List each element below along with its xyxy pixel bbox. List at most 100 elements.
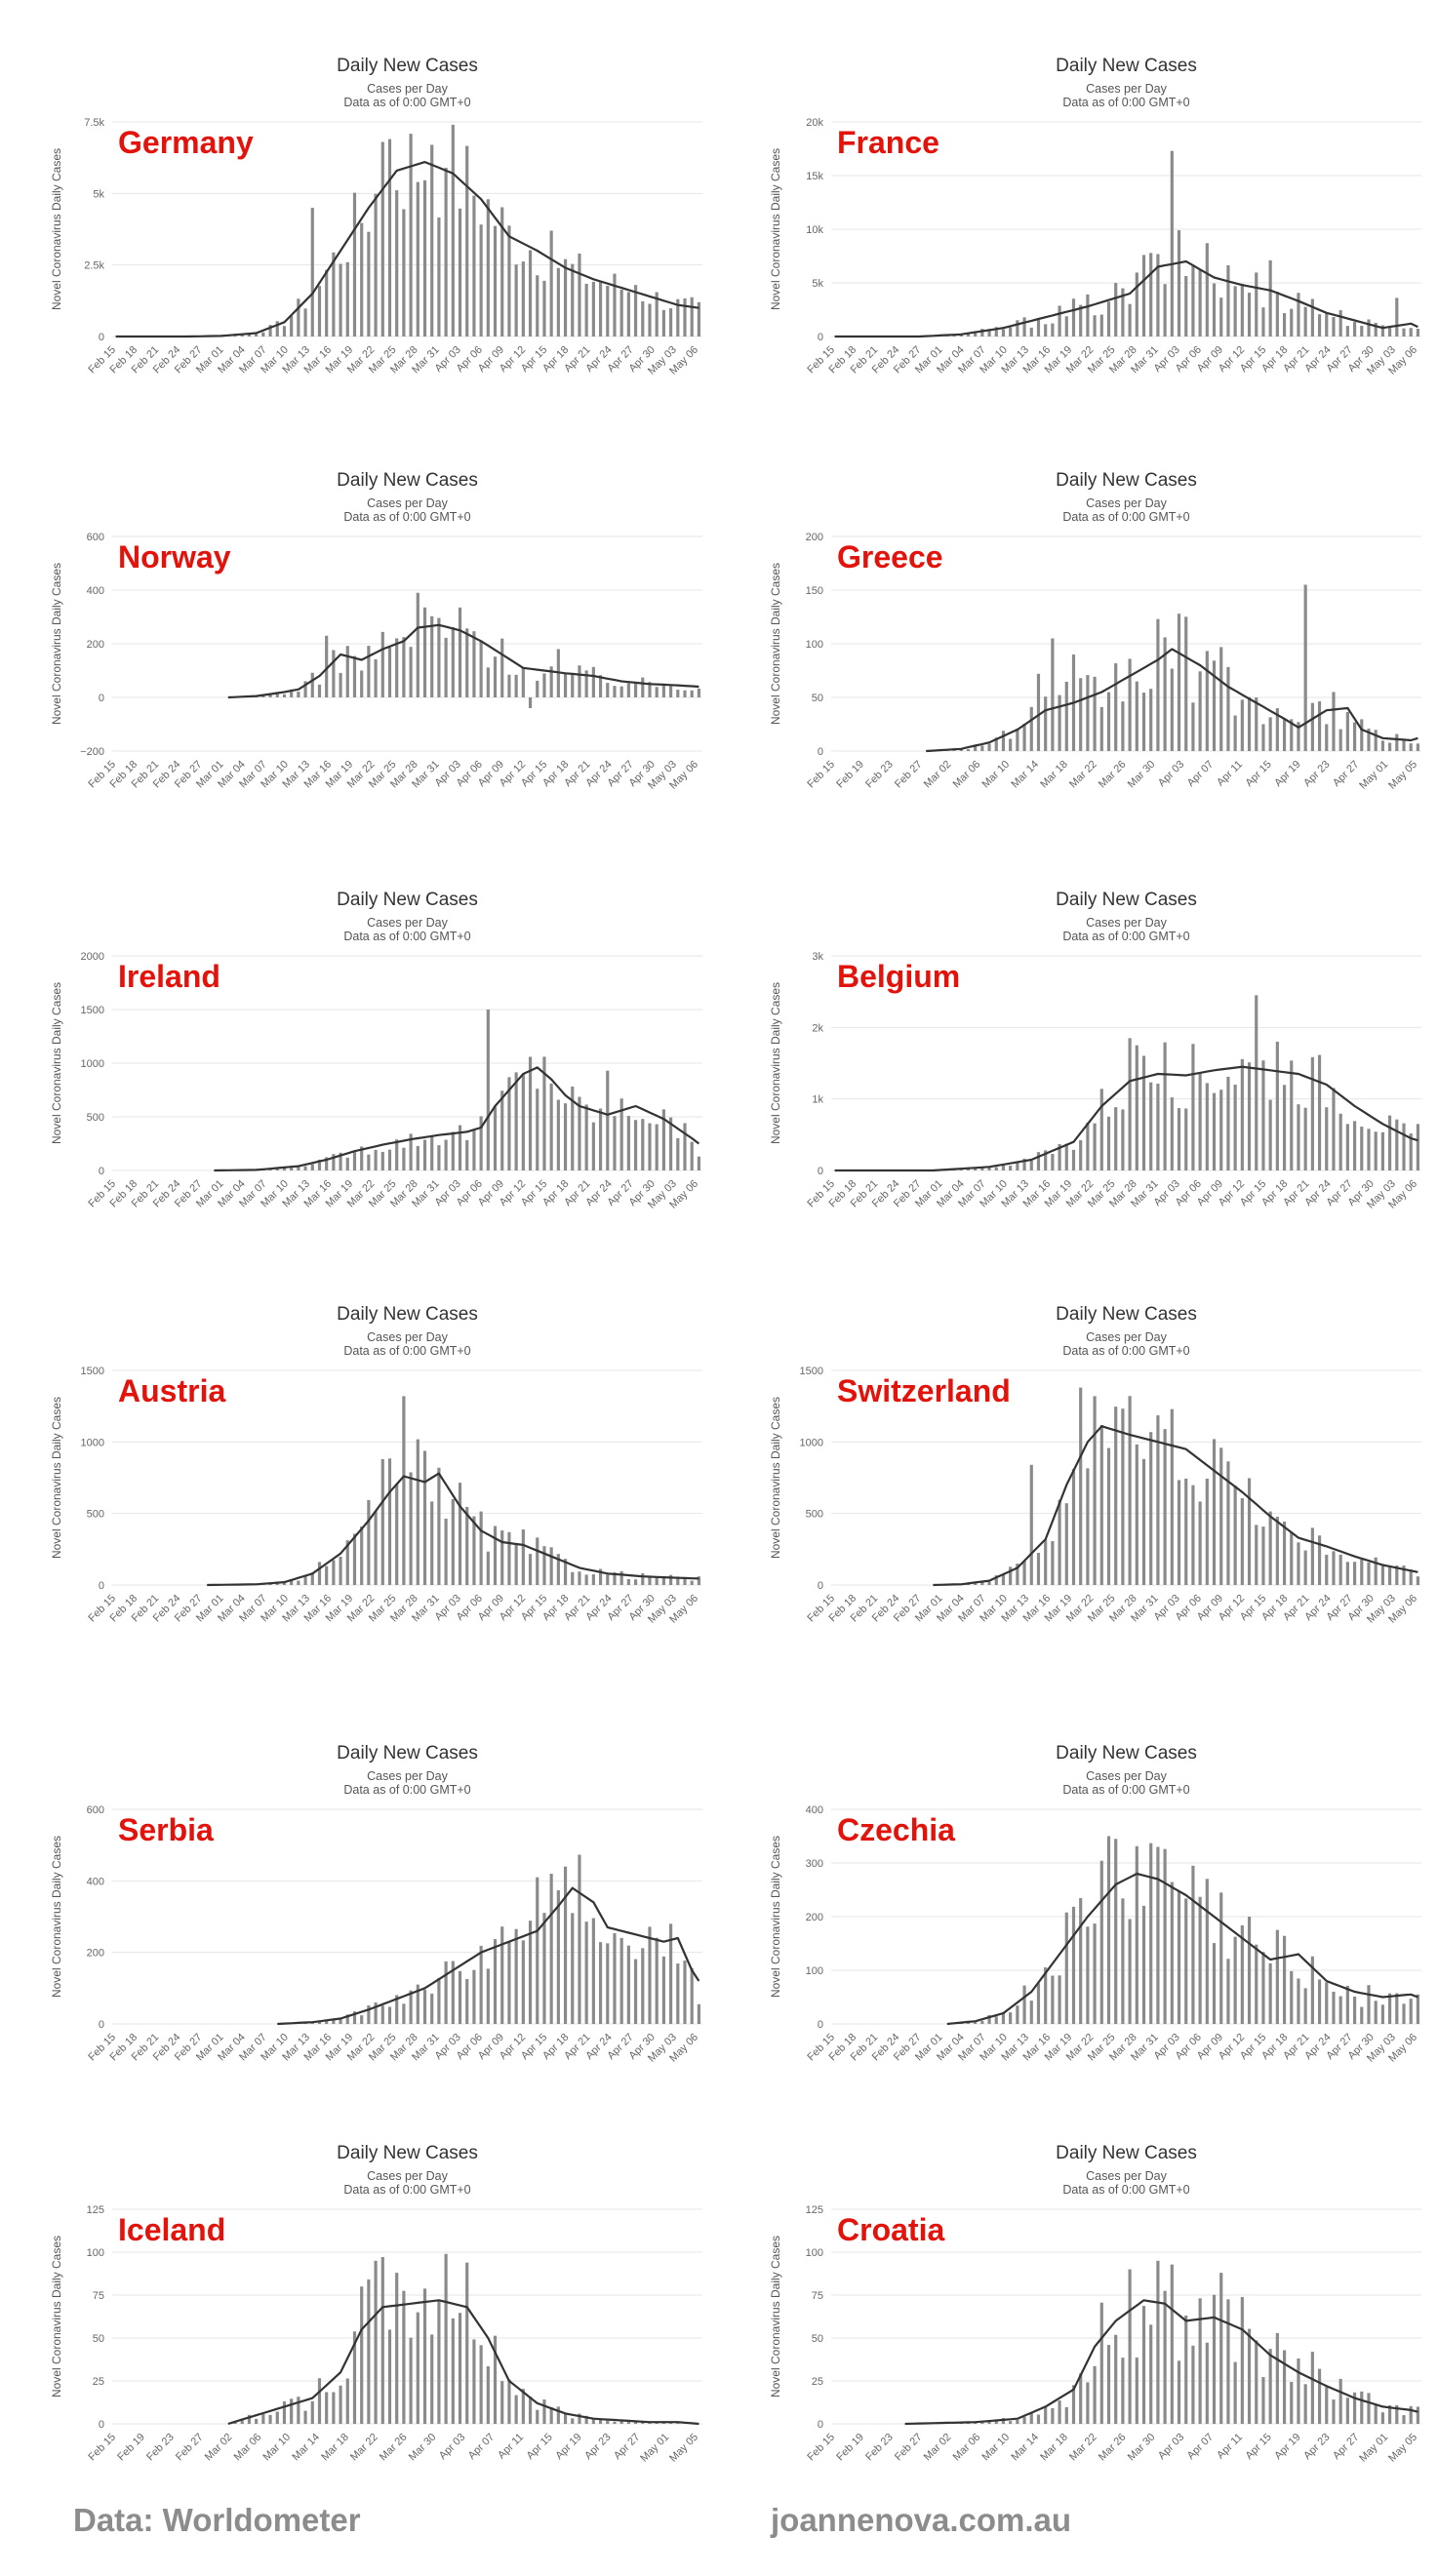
daily-case-bar [1086, 1926, 1090, 2024]
daily-case-bar [661, 1577, 665, 1585]
x-tick-label: Apr 03 [437, 2432, 467, 2462]
daily-case-bar [598, 1942, 603, 2024]
daily-case-bar [1099, 706, 1103, 751]
daily-case-bar [1177, 1480, 1181, 1585]
daily-case-bar [633, 2421, 638, 2424]
daily-case-bar [451, 1498, 455, 1585]
y-tick-label: 20k [806, 117, 823, 129]
daily-case-bar [1325, 1107, 1329, 1170]
daily-case-bar [1093, 2365, 1097, 2424]
daily-case-bar [437, 217, 441, 337]
daily-case-bar [1135, 1444, 1138, 1585]
daily-case-bar [1022, 1985, 1026, 2024]
daily-case-bar [360, 670, 364, 697]
x-tick-label: Apr 07 [1185, 2432, 1216, 2462]
chart-title: Daily New Cases [1056, 2143, 1197, 2163]
x-tick-label: Apr 19 [553, 2432, 583, 2462]
daily-case-bar [959, 749, 963, 751]
daily-case-bar [451, 124, 455, 337]
daily-case-bar [493, 225, 498, 337]
daily-case-bar [1093, 1396, 1097, 1585]
daily-case-bar [465, 1139, 469, 1170]
daily-case-bar [655, 1124, 659, 1170]
y-axis-label: Novel Coronavirus Daily Cases [769, 2236, 782, 2398]
daily-case-bar [1163, 637, 1167, 751]
daily-case-bar [1141, 1055, 1146, 1170]
daily-case-bar [1141, 693, 1146, 751]
daily-case-bar [1240, 699, 1244, 751]
daily-case-bar [493, 1106, 498, 1170]
x-tick-label: Feb 23 [144, 2432, 177, 2464]
daily-case-bar [959, 335, 963, 337]
y-tick-label: 0 [99, 2419, 104, 2431]
daily-case-bar [1086, 1122, 1090, 1170]
daily-case-bar [1303, 1988, 1307, 2024]
daily-case-bar [1212, 660, 1217, 751]
daily-case-bar [437, 617, 441, 697]
daily-case-bar [402, 2003, 406, 2024]
daily-case-bar [1212, 2294, 1217, 2424]
country-label: Croatia [837, 2212, 944, 2247]
daily-case-bar [536, 1089, 539, 1170]
daily-case-bar [1275, 1042, 1279, 1170]
daily-case-bar [486, 1551, 490, 1585]
daily-case-bar [626, 1945, 630, 2024]
daily-case-bar [1268, 717, 1272, 751]
daily-case-bar [1022, 2416, 1026, 2424]
daily-case-bar [641, 1572, 645, 1585]
daily-case-bar [317, 2378, 322, 2424]
daily-case-bar [1247, 1916, 1252, 2024]
daily-case-bar [661, 685, 665, 697]
daily-case-bar [514, 1072, 518, 1170]
x-tick-label: Apr 27 [612, 2432, 642, 2462]
daily-case-bar [1261, 724, 1265, 751]
daily-case-bar [1388, 326, 1392, 337]
daily-case-bar [974, 744, 978, 751]
daily-case-bar [458, 208, 462, 337]
daily-case-bar [669, 686, 673, 697]
daily-case-bar [352, 192, 357, 337]
daily-case-bar [994, 1575, 998, 1585]
daily-case-bar [395, 2273, 399, 2424]
daily-case-bar [1205, 2342, 1209, 2424]
daily-case-bar [669, 1574, 673, 1585]
daily-case-bar [974, 2422, 978, 2424]
daily-case-bar [1261, 2377, 1265, 2424]
x-tick-label: Mar 06 [232, 2432, 264, 2464]
daily-case-bar [613, 2421, 617, 2424]
y-tick-label: 0 [818, 746, 823, 758]
daily-case-bar [317, 286, 322, 337]
daily-case-bar [1290, 1970, 1294, 2024]
y-tick-label: 600 [87, 532, 104, 543]
daily-case-bar [1325, 313, 1329, 337]
daily-case-bar [486, 1968, 490, 2024]
country-label: Austria [118, 1373, 225, 1408]
daily-case-bar [1409, 1999, 1413, 2024]
daily-case-bar [556, 1890, 560, 2024]
daily-case-bar [641, 2421, 645, 2424]
moving-average-line [214, 1066, 700, 1172]
daily-case-bar [422, 1450, 427, 1585]
daily-case-bar [521, 1940, 525, 2024]
y-tick-label: 1000 [81, 1437, 104, 1448]
daily-case-bar [514, 674, 518, 697]
daily-case-bar [1261, 1952, 1265, 2024]
daily-case-bar [1191, 1485, 1195, 1585]
daily-case-bar [563, 1103, 568, 1170]
daily-case-bar [360, 2015, 364, 2024]
daily-case-bar [1044, 1967, 1048, 2024]
daily-case-bar [1121, 2358, 1125, 2424]
daily-case-bar [542, 1056, 546, 1170]
daily-case-bar [966, 333, 971, 337]
daily-case-bar [422, 1139, 427, 1170]
daily-case-bar [444, 637, 448, 697]
daily-case-bar [676, 1137, 680, 1170]
daily-case-bar [683, 297, 687, 337]
y-tick-label: 400 [806, 1804, 823, 1816]
daily-case-bar [458, 1970, 462, 2024]
daily-case-bar [1149, 689, 1153, 751]
daily-case-bar [493, 1526, 498, 1585]
daily-case-bar [1001, 1165, 1006, 1170]
